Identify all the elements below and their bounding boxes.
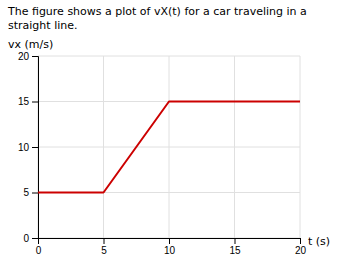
grid-line-y — [38, 56, 300, 57]
x-tick: 10 — [164, 238, 176, 256]
y-axis: 0 5 10 15 20 — [18, 51, 39, 244]
y-tick-label: 20 — [18, 51, 30, 62]
y-tick-mark — [32, 102, 38, 103]
title: The figure shows a plot of vX(t) for a c… — [7, 5, 307, 32]
x-tick: 5 — [101, 238, 107, 256]
x-tick-label: 15 — [229, 245, 241, 256]
y-tick-label: 5 — [23, 187, 29, 198]
x-tick-label: 0 — [36, 245, 42, 256]
y-tick-mark — [32, 147, 38, 148]
line — [38, 102, 300, 193]
x-axis-label: t (s) — [308, 235, 330, 248]
x-tick-mark — [300, 238, 301, 244]
x-tick-label: 10 — [164, 245, 176, 256]
y-tick-mark — [32, 238, 38, 239]
y-tick-label: 0 — [23, 233, 29, 244]
marks — [38, 102, 300, 193]
y-tick-label: 15 — [18, 96, 30, 107]
y-tick: 20 — [18, 51, 38, 62]
y-tick-mark — [32, 56, 38, 57]
y-tick: 5 — [23, 187, 38, 198]
x-axis-line — [39, 239, 301, 245]
title-line: straight line. — [8, 19, 77, 32]
title-line: The figure shows a plot of vX(t) for a c… — [7, 5, 307, 18]
y-axis-line — [32, 57, 39, 239]
x-tick-label: 5 — [101, 245, 107, 256]
grid-line-y — [38, 147, 300, 148]
y-tick: 10 — [18, 142, 38, 153]
grid — [38, 56, 300, 238]
x-axis: 0 5 10 15 20 — [36, 238, 307, 256]
y-tick-mark — [32, 193, 38, 194]
x-tick: 0 — [36, 238, 42, 256]
x-tick: 15 — [229, 238, 241, 256]
x-tick-mark — [104, 238, 105, 244]
y-tick: 0 — [23, 233, 38, 244]
chart: The figure shows a plot of vX(t) for a c… — [0, 0, 350, 264]
x-tick-mark — [235, 238, 236, 244]
y-tick: 15 — [18, 96, 38, 107]
x-tick-label: 20 — [295, 245, 307, 256]
y-tick-label: 10 — [18, 142, 30, 153]
x-tick-mark — [169, 238, 170, 244]
y-axis-label: vx (m/s) — [8, 38, 53, 51]
x-tick: 20 — [295, 238, 307, 256]
plot: 0 5 10 15 20 0 5 10 15 20 — [18, 51, 307, 256]
